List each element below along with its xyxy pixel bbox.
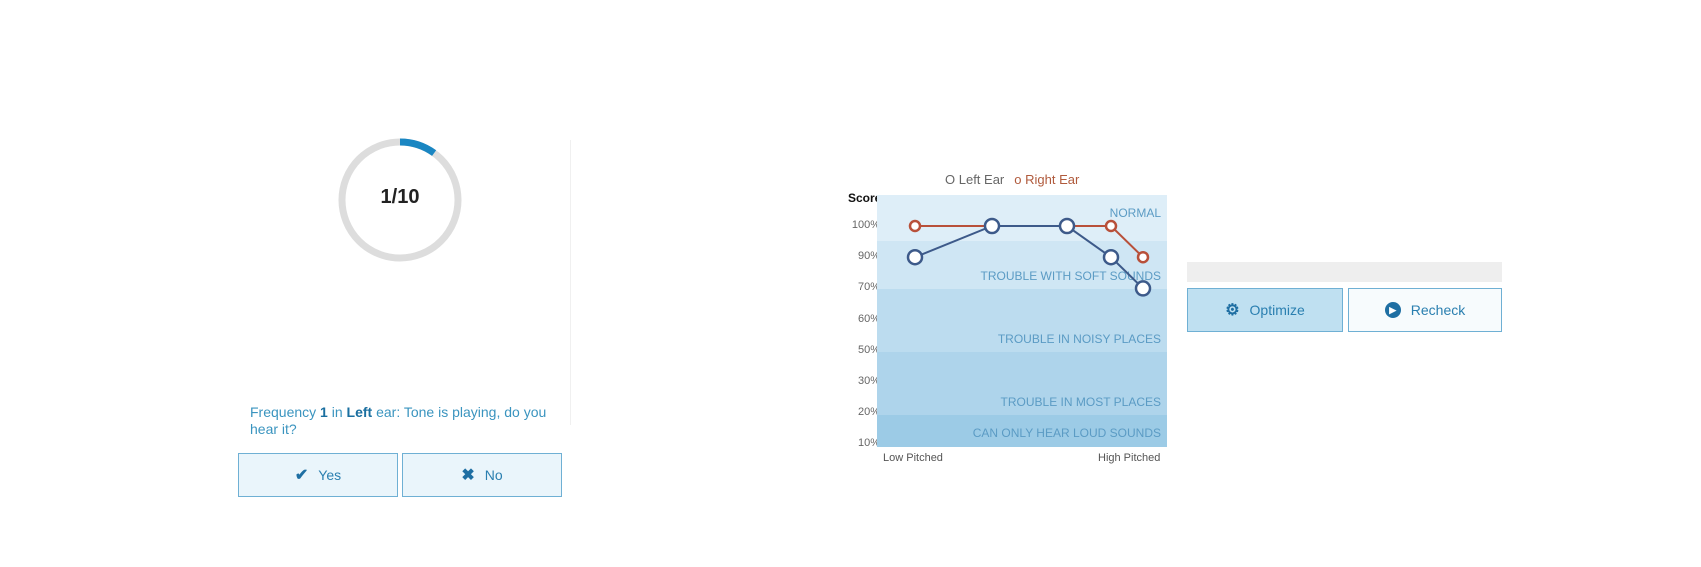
check-icon: ✔: [294, 467, 309, 484]
band-label: NORMAL: [1110, 206, 1162, 220]
left-ear-point: [1058, 217, 1076, 235]
right-ear-point: [908, 219, 922, 233]
gear-icon: ⚙: [1225, 302, 1240, 319]
left-ear-point: [906, 248, 924, 266]
chart-legend: O Left Ear o Right Ear: [945, 172, 1079, 187]
test-panel: [230, 140, 571, 425]
y-tick-label: 50%: [857, 343, 880, 356]
right-ear-point: [1136, 250, 1150, 264]
ear-name: Left: [346, 404, 373, 420]
x-label-low: Low Pitched: [883, 452, 943, 464]
yes-button[interactable]: ✔ Yes: [238, 453, 398, 497]
progress-fill: [338, 138, 462, 262]
band: [877, 352, 1167, 415]
question-mid: in: [327, 404, 347, 420]
y-tick-label: 90%: [857, 250, 880, 263]
band-label: TROUBLE IN MOST PLACES: [1001, 395, 1161, 409]
question-prefix: Frequency: [250, 404, 321, 420]
y-tick-label: 100%: [851, 219, 880, 231]
x-label-high: High Pitched: [1098, 452, 1161, 464]
play-icon: ▶: [1384, 302, 1401, 318]
no-button[interactable]: ✖ No: [402, 453, 562, 497]
y-axis-title: Score: [848, 191, 882, 205]
status-bar: [1187, 262, 1502, 282]
frequency-number: 1: [320, 404, 328, 420]
progress-counter: 1/10: [380, 186, 420, 208]
legend-right-ear: o Right Ear: [1014, 172, 1080, 187]
y-tick-label: 30%: [857, 375, 880, 387]
band: [877, 289, 1167, 352]
left-ear-point: [1102, 248, 1120, 266]
y-tick-label: 20%: [857, 406, 880, 419]
y-tick-label: 60%: [857, 312, 880, 325]
band: [877, 415, 1167, 447]
question-text: Frequency 1 in Left ear: Tone is playing…: [250, 404, 560, 438]
right-ear-point: [1104, 219, 1118, 233]
no-label: No: [484, 467, 503, 483]
band-label: TROUBLE IN NOISY PLACES: [998, 332, 1161, 346]
legend-left-label: Left Ear: [958, 172, 1005, 187]
recheck-label: Recheck: [1410, 302, 1466, 318]
left-ear-point: [983, 217, 1001, 235]
band-label: TROUBLE WITH SOFT SOUNDS: [981, 269, 1161, 283]
x-icon: ✖: [461, 467, 475, 484]
left-ear-point: [1134, 280, 1152, 297]
recheck-button[interactable]: ▶ Recheck: [1348, 288, 1502, 332]
audiogram-chart: NORMAL TROUBLE WITH SOFT SOUNDS TROUBLE IN…: [877, 195, 1167, 447]
question-suffix: ear: Tone is playing, do you hear it?: [250, 404, 547, 437]
yes-label: Yes: [318, 467, 342, 483]
progress-ring: [338, 138, 462, 262]
optimize-button[interactable]: ⚙ Optimize: [1187, 288, 1343, 332]
y-tick-label: 70%: [857, 281, 880, 294]
legend-left-ear: O Left Ear: [945, 172, 1005, 187]
optimize-label: Optimize: [1249, 302, 1305, 318]
y-tick-label: 10%: [857, 437, 880, 450]
legend-right-label: Right Ear: [1025, 172, 1080, 187]
band-label: CAN ONLY HEAR LOUD SOUNDS: [973, 426, 1161, 440]
